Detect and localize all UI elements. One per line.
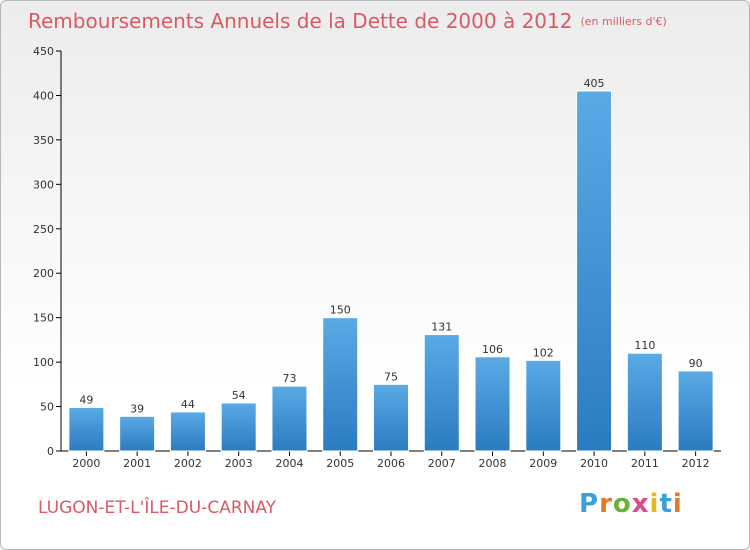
- commune-name: LUGON-ET-L'ÎLE-DU-CARNAY: [38, 498, 277, 518]
- bar: [474, 356, 511, 452]
- chart-subtitle: (en milliers d'€): [580, 15, 667, 28]
- logo-letter: P: [579, 489, 600, 519]
- data-label: 150: [330, 304, 351, 317]
- x-tick-label: 2012: [682, 457, 710, 470]
- x-tick-label: 2002: [174, 457, 202, 470]
- bar-series: [68, 90, 714, 452]
- bar: [626, 352, 663, 452]
- logo-letter: r: [599, 489, 613, 519]
- x-tick-label: 2010: [580, 457, 608, 470]
- bar: [423, 334, 460, 452]
- data-labels: 49 39 44 54 73 150 75 131 106 102 405 110 90: [79, 77, 702, 415]
- data-label: 39: [130, 402, 144, 415]
- data-label: 110: [634, 339, 655, 352]
- data-label: 75: [384, 370, 398, 383]
- y-tick-label: 200: [33, 267, 54, 280]
- x-tick-label: 2001: [123, 457, 151, 470]
- data-label: 131: [431, 321, 452, 334]
- y-tick-label: 50: [40, 401, 54, 414]
- x-tick-label: 2005: [326, 457, 354, 470]
- data-label: 90: [689, 357, 703, 370]
- logo-letter: t: [659, 489, 673, 519]
- chart-title-text: Remboursements Annuels de la Dette de 20…: [28, 9, 573, 33]
- data-label: 54: [232, 389, 246, 402]
- proxiti-logo: Proxiti: [579, 489, 683, 519]
- x-tick-label: 2006: [377, 457, 405, 470]
- x-tick-label: 2004: [275, 457, 303, 470]
- data-label: 73: [282, 372, 296, 385]
- y-tick-label: 350: [33, 134, 54, 147]
- x-tick-label: 2003: [225, 457, 253, 470]
- logo-letter: i: [672, 489, 683, 519]
- bar: [525, 359, 562, 452]
- data-label: 102: [533, 346, 554, 359]
- y-tick-label: 150: [33, 312, 54, 325]
- y-tick-label: 400: [33, 89, 54, 102]
- x-tick-label: 2008: [479, 457, 507, 470]
- chart-axes: 0 50 100 150 200 250 300 350 400 450 2000 2001 2002 2…: [33, 45, 721, 470]
- bar: [119, 415, 156, 452]
- logo-letter: x: [631, 489, 650, 519]
- bar: [322, 317, 359, 452]
- bar: [271, 385, 308, 452]
- x-tick-label: 2000: [72, 457, 100, 470]
- bar: [68, 406, 105, 452]
- data-label: 49: [79, 393, 93, 406]
- chart-title: Remboursements Annuels de la Dette de 20…: [28, 9, 667, 33]
- bar: [220, 402, 257, 452]
- y-tick-label: 100: [33, 356, 54, 369]
- bar: [576, 90, 613, 452]
- data-label: 106: [482, 343, 503, 356]
- logo-letter: o: [612, 489, 632, 519]
- data-label: 405: [584, 77, 605, 90]
- data-label: 44: [181, 398, 195, 411]
- x-tick-label: 2011: [631, 457, 659, 470]
- bar: [677, 370, 714, 452]
- x-tick-label: 2009: [529, 457, 557, 470]
- bar: [169, 411, 206, 452]
- y-tick-label: 250: [33, 223, 54, 236]
- bar: [373, 383, 409, 452]
- y-tick-label: 300: [33, 178, 54, 191]
- y-tick-label: 0: [47, 445, 54, 458]
- logo-letter: i: [649, 489, 660, 519]
- x-tick-label: 2007: [428, 457, 456, 470]
- y-tick-label: 450: [33, 45, 54, 58]
